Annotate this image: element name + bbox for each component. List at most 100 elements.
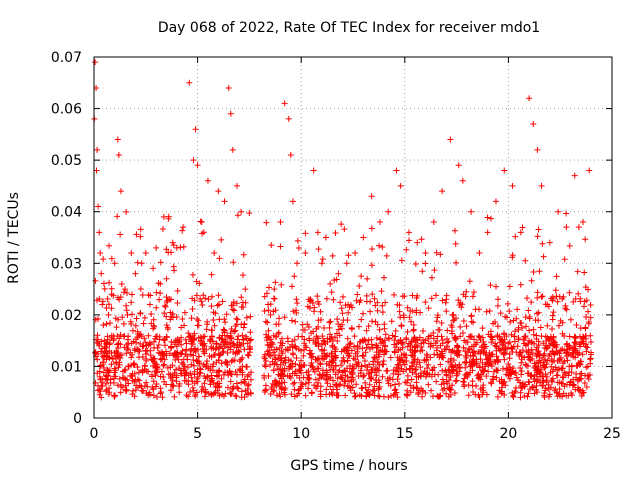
x-tick-label: 25 xyxy=(603,426,621,442)
data-point xyxy=(362,337,369,344)
data-point xyxy=(525,378,532,385)
data-point xyxy=(509,254,516,261)
data-point xyxy=(216,344,223,351)
data-point xyxy=(470,389,477,396)
data-point xyxy=(213,359,220,366)
data-point xyxy=(360,372,367,379)
data-point xyxy=(464,349,471,356)
data-point xyxy=(107,376,114,383)
data-point xyxy=(275,365,282,372)
data-point xyxy=(181,309,188,316)
data-point xyxy=(137,285,144,292)
data-point xyxy=(534,233,541,240)
data-point xyxy=(444,339,451,346)
data-point xyxy=(534,289,541,296)
data-point xyxy=(99,376,106,383)
data-point xyxy=(574,377,581,384)
data-point xyxy=(265,307,272,314)
data-point xyxy=(108,305,115,312)
data-point xyxy=(195,353,202,360)
data-point xyxy=(522,323,529,330)
data-point xyxy=(582,372,589,379)
data-point xyxy=(499,341,506,348)
data-point xyxy=(559,365,566,372)
plot-frame xyxy=(93,56,613,419)
data-point xyxy=(143,390,150,397)
data-point xyxy=(343,346,350,353)
data-point xyxy=(484,214,491,221)
data-point xyxy=(153,361,160,368)
data-point xyxy=(453,335,460,342)
data-point xyxy=(580,340,587,347)
data-point xyxy=(317,361,324,368)
y-tick-label: 0.01 xyxy=(51,359,82,375)
data-point xyxy=(224,333,231,340)
data-point xyxy=(539,293,546,300)
data-point xyxy=(528,277,535,284)
data-point xyxy=(451,389,458,396)
data-point xyxy=(314,298,321,305)
data-point xyxy=(116,361,123,368)
data-point xyxy=(583,314,590,321)
data-point xyxy=(289,363,296,370)
data-point xyxy=(384,367,391,374)
data-point xyxy=(163,381,170,388)
data-point xyxy=(385,335,392,342)
data-point xyxy=(475,349,482,356)
data-point xyxy=(104,377,111,384)
data-point xyxy=(122,387,129,394)
data-point xyxy=(403,352,410,359)
data-point xyxy=(139,291,146,298)
data-point xyxy=(501,356,508,363)
data-point xyxy=(494,302,501,309)
data-point xyxy=(394,394,401,401)
data-point xyxy=(247,329,254,336)
data-point xyxy=(534,294,541,301)
data-point xyxy=(211,249,218,256)
data-point xyxy=(376,219,383,226)
data-point xyxy=(292,318,299,325)
data-point xyxy=(180,224,187,231)
data-point xyxy=(294,260,301,267)
data-point xyxy=(577,298,584,305)
data-point xyxy=(234,316,241,323)
data-point xyxy=(321,338,328,345)
data-point xyxy=(353,381,360,388)
data-point xyxy=(163,334,170,341)
data-point xyxy=(344,365,351,372)
data-point xyxy=(157,390,164,397)
data-point xyxy=(531,340,538,347)
data-point xyxy=(382,299,389,306)
data-point xyxy=(170,352,177,359)
data-point xyxy=(550,309,557,316)
data-point xyxy=(123,302,130,309)
data-point xyxy=(443,296,450,303)
data-point xyxy=(379,338,386,345)
data-point xyxy=(459,177,466,184)
data-point xyxy=(565,372,572,379)
data-point xyxy=(559,380,566,387)
data-point xyxy=(365,341,372,348)
data-point xyxy=(186,79,193,86)
data-point xyxy=(98,394,105,401)
data-point xyxy=(122,376,129,383)
data-point xyxy=(376,326,383,333)
data-point xyxy=(510,394,517,401)
data-point xyxy=(108,255,115,262)
data-point xyxy=(549,316,556,323)
data-point xyxy=(535,348,542,355)
data-point xyxy=(112,373,119,380)
data-point xyxy=(210,352,217,359)
data-point xyxy=(443,371,450,378)
data-point xyxy=(231,307,238,314)
data-point xyxy=(582,284,589,291)
data-point xyxy=(243,333,250,340)
data-point xyxy=(459,301,466,308)
data-point xyxy=(129,391,136,398)
data-point xyxy=(98,348,105,355)
data-point xyxy=(429,366,436,373)
data-point xyxy=(346,353,353,360)
data-point xyxy=(161,310,168,317)
data-point xyxy=(405,340,412,347)
